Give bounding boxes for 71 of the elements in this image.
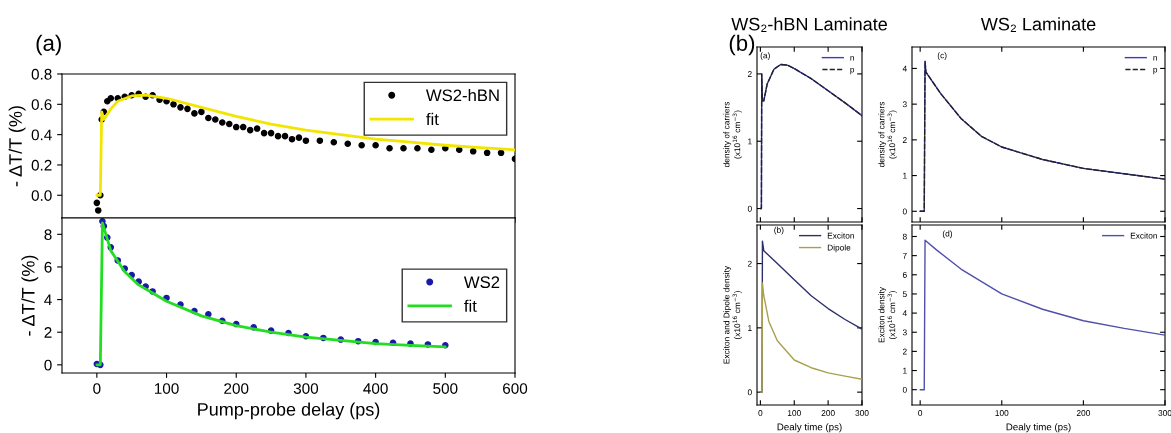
y-axis-title: Exciton and Dipole density (x10$^{16}$ cm$^{−3}$) bbox=[723, 265, 742, 364]
x-tick-label: 0 bbox=[918, 410, 923, 416]
x-axis-title: Dealy time (ps) bbox=[777, 423, 842, 433]
legend-label: p bbox=[1153, 67, 1158, 75]
x-tick-label: 100 bbox=[154, 383, 179, 394]
y-axis-title: density of carriers (x10$^{16}$ cm$^{−3}$) bbox=[878, 101, 897, 168]
y-tick-label: 0.8 bbox=[31, 68, 52, 80]
legend-label: p bbox=[850, 67, 855, 75]
chart-title: WS₂-hBN Laminate bbox=[731, 17, 887, 32]
y-tick-label: 0.0 bbox=[31, 190, 52, 201]
text: (b) bbox=[729, 34, 755, 56]
x-tick-label: 200 bbox=[224, 383, 249, 394]
y-tick-label: 4 bbox=[44, 294, 52, 306]
x-axis-title: Pump-probe delay (ps) bbox=[198, 402, 380, 420]
text: (a) bbox=[36, 34, 61, 56]
y-tick-label: 2 bbox=[902, 137, 907, 143]
x-tick-label: 300 bbox=[293, 383, 319, 394]
x-tick-label: 100 bbox=[787, 410, 801, 416]
legend-label: WS2-hBN bbox=[425, 89, 499, 102]
y-tick-label: 2 bbox=[747, 71, 752, 77]
y-axis-title: - ΔT/T (%) bbox=[21, 255, 39, 336]
x-tick-label: 0 bbox=[93, 383, 101, 394]
y-axis-title: - ΔT/T (%) bbox=[8, 106, 26, 187]
x-tick-label: 200 bbox=[1076, 410, 1091, 416]
legend-label: WS2 bbox=[463, 276, 500, 289]
y-tick-label: 0.4 bbox=[31, 129, 52, 141]
y-tick-label: 8 bbox=[44, 229, 52, 240]
legend-label: n bbox=[1153, 56, 1157, 61]
y-tick-label: 1 bbox=[903, 367, 907, 374]
annotation: (c) bbox=[937, 52, 947, 61]
annotation: (b) bbox=[774, 226, 784, 235]
y-tick-label: 0 bbox=[44, 359, 52, 371]
legend-label: Dipole bbox=[827, 244, 851, 253]
x-tick-label: 300 bbox=[1158, 410, 1171, 416]
x-axis-title: Dealy time (ps) bbox=[1006, 423, 1071, 433]
x-tick-label: 300 bbox=[855, 410, 869, 416]
x-tick-label: 500 bbox=[433, 383, 458, 394]
y-tick-label: 2 bbox=[44, 327, 52, 338]
x-tick-label: 400 bbox=[363, 383, 388, 394]
y-tick-label: 0 bbox=[747, 205, 752, 212]
y-tick-label: 8 bbox=[902, 233, 907, 240]
legend-label: fit bbox=[464, 299, 477, 312]
y-axis-title: Exciton density (x10$^{16}$ cm$^{−3}$) bbox=[878, 286, 897, 343]
annotation: (d) bbox=[942, 230, 953, 239]
y-tick-label: 1 bbox=[748, 138, 752, 145]
y-tick-label: 0 bbox=[902, 208, 907, 215]
legend-label: Exciton bbox=[827, 232, 854, 239]
y-tick-label: 6 bbox=[902, 271, 907, 278]
chart-title: WS₂ Laminate bbox=[980, 17, 1096, 32]
y-tick-label: 4 bbox=[902, 65, 907, 72]
legend-label: n bbox=[850, 56, 854, 61]
y-tick-label: 6 bbox=[44, 261, 52, 273]
y-tick-label: 4 bbox=[902, 310, 907, 317]
y-tick-label: 2 bbox=[747, 260, 752, 267]
x-tick-label: 0 bbox=[758, 410, 763, 416]
y-tick-label: 0.6 bbox=[31, 99, 52, 110]
annotation: (a) bbox=[760, 52, 770, 61]
legend-label: Exciton bbox=[1130, 232, 1157, 239]
y-tick-label: 0.2 bbox=[31, 159, 52, 171]
y-axis-title: density of carriers (x10$^{16}$ cm$^{−3}$) bbox=[723, 101, 742, 168]
y-tick-label: 5 bbox=[902, 291, 907, 298]
y-tick-label: 2 bbox=[902, 348, 907, 355]
legend-label: fit bbox=[426, 112, 439, 126]
y-tick-label: 3 bbox=[902, 101, 907, 108]
x-tick-label: 200 bbox=[821, 410, 835, 416]
x-tick-label: 600 bbox=[503, 383, 528, 394]
y-tick-label: 1 bbox=[748, 325, 752, 331]
x-tick-label: 100 bbox=[995, 410, 1009, 416]
y-tick-label: 3 bbox=[902, 329, 907, 336]
y-tick-label: 1 bbox=[903, 172, 907, 179]
y-tick-label: 7 bbox=[902, 252, 907, 259]
